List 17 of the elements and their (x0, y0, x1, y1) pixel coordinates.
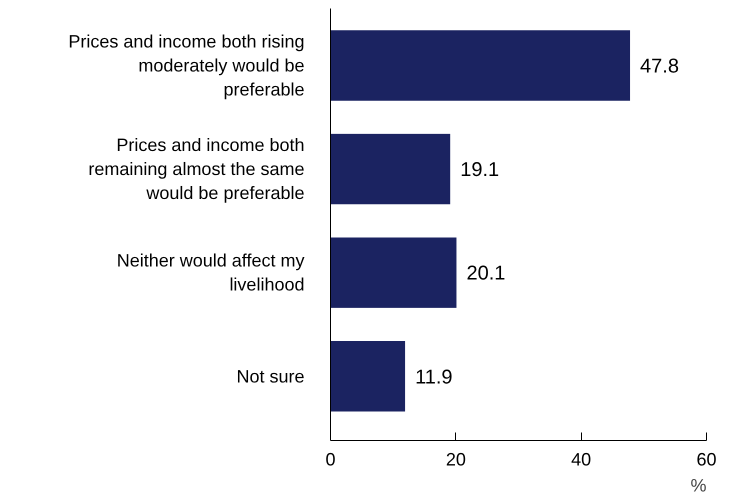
data-label: 20.1 (466, 262, 506, 285)
y-tick-label: Not sure (236, 366, 305, 386)
bar (330, 134, 450, 204)
data-label: 11.9 (415, 366, 453, 388)
data-label: 47.8 (640, 55, 679, 78)
y-tick-label: Prices and income both remaining almost the same would be preferable (88, 135, 305, 204)
bar (330, 30, 630, 101)
bar (330, 237, 456, 308)
data-label: 19.1 (460, 159, 500, 182)
x-axis-title: % (690, 476, 707, 496)
x-tick-label: 20 (446, 450, 466, 470)
x-tick-label: 40 (571, 450, 592, 470)
x-tick-label: 0 (325, 450, 336, 470)
bar (330, 341, 406, 412)
y-tick-label: Neither would affect my livelihood (116, 250, 305, 295)
x-tick-label: 60 (696, 450, 717, 470)
y-tick-label: Prices and income both rising moderately would be preferable (68, 31, 305, 100)
